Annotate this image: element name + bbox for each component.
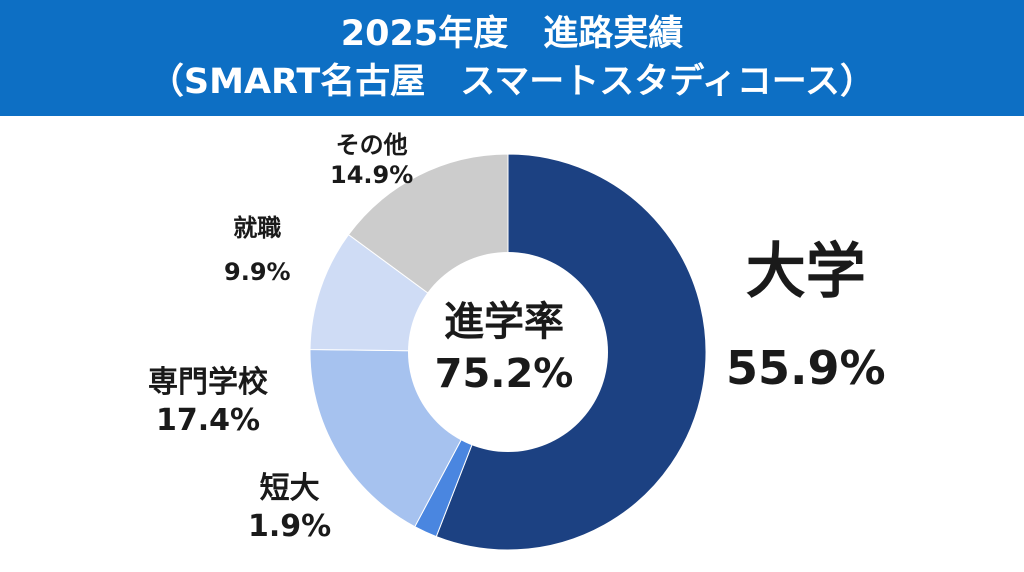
chart-header: 2025年度 進路実績 （SMART名古屋 スマートスタディコース） — [0, 0, 1024, 116]
slice-label-other: その他 14.9% — [330, 130, 413, 190]
slice-name-university: 大学 — [745, 237, 866, 307]
slice-value-junior-college: 1.9% — [248, 508, 332, 544]
center-label: 進学率 75.2% — [404, 296, 604, 400]
slice-label-employment: 就職 9.9% — [224, 213, 291, 287]
slice-name-employment: 就職 — [233, 214, 282, 242]
slice-value-university: 55.9% — [726, 341, 886, 395]
title-line-2: （SMART名古屋 スマートスタディコース） — [148, 62, 876, 102]
slice-value-other: 14.9% — [330, 161, 414, 189]
slice-value-vocational: 17.4% — [155, 402, 261, 438]
slice-label-vocational: 専門学校 17.4% — [148, 364, 268, 439]
slice-label-junior-college: 短大 1.9% — [248, 470, 331, 545]
slice-name-junior-college: 短大 — [259, 471, 320, 506]
slice-label-university: 大学 55.9% — [726, 232, 886, 400]
title-line-1: 2025年度 進路実績 — [340, 14, 684, 54]
slice-value-employment: 9.9% — [224, 258, 291, 286]
slice-name-other: その他 — [335, 131, 408, 159]
donut-hole — [408, 252, 608, 452]
center-label-title: 進学率 — [444, 299, 564, 345]
slice-name-vocational: 専門学校 — [148, 365, 268, 400]
center-label-value: 75.2% — [434, 351, 574, 397]
